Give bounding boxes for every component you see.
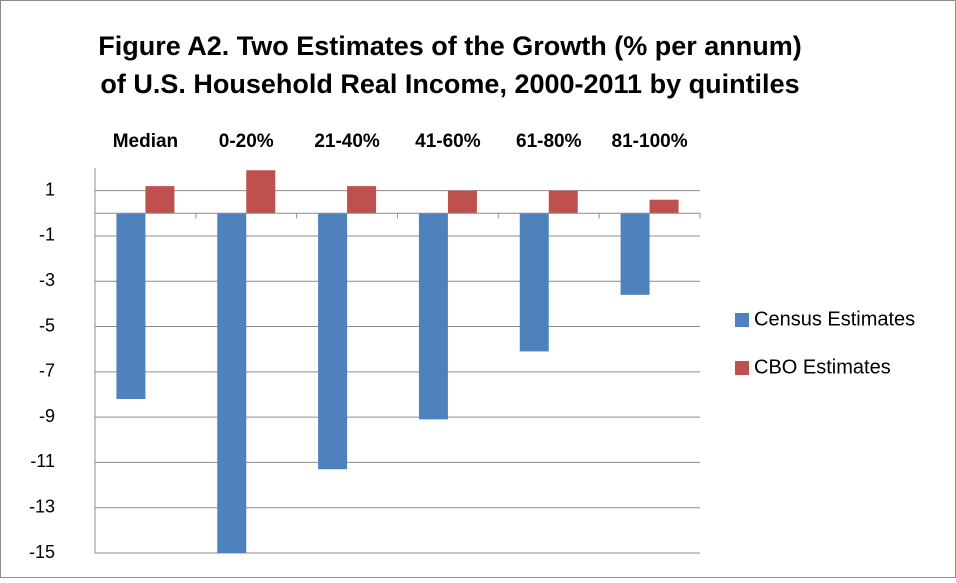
legend-swatch xyxy=(735,361,749,375)
bar xyxy=(620,213,650,295)
bar xyxy=(145,186,175,214)
x-tick-label: 41-60% xyxy=(415,131,481,152)
bar xyxy=(649,199,679,214)
x-tick-label: Median xyxy=(113,131,178,152)
y-tick-label: -1 xyxy=(39,225,55,245)
y-tick-label: 1 xyxy=(45,179,55,199)
legend-swatch xyxy=(735,313,749,327)
y-tick-label: -11 xyxy=(30,451,55,471)
bar xyxy=(519,213,549,352)
x-tick-label: 21-40% xyxy=(314,131,380,152)
bar xyxy=(318,213,348,470)
legend-label: Census Estimates xyxy=(754,308,915,330)
x-tick-label: 61-80% xyxy=(516,131,582,152)
x-tick-label: 81-100% xyxy=(612,131,688,152)
chart-title: of U.S. Household Real Income, 2000-2011… xyxy=(100,69,799,99)
bar xyxy=(246,170,276,214)
x-tick-label: 0-20% xyxy=(219,131,274,152)
bar xyxy=(116,213,146,399)
y-tick-label: -5 xyxy=(39,315,55,335)
y-tick-label: -9 xyxy=(39,406,55,426)
bar xyxy=(548,190,578,214)
legend-label: CBO Estimates xyxy=(754,356,891,378)
y-tick-label: -3 xyxy=(39,270,55,290)
bar xyxy=(347,186,377,214)
bar xyxy=(418,213,448,420)
y-tick-label: -13 xyxy=(29,496,55,516)
bar xyxy=(217,213,247,553)
y-tick-label: -7 xyxy=(39,361,55,381)
chart-title: Figure A2. Two Estimates of the Growth (… xyxy=(98,31,802,61)
y-tick-label: -15 xyxy=(29,542,55,562)
bar xyxy=(447,190,477,214)
